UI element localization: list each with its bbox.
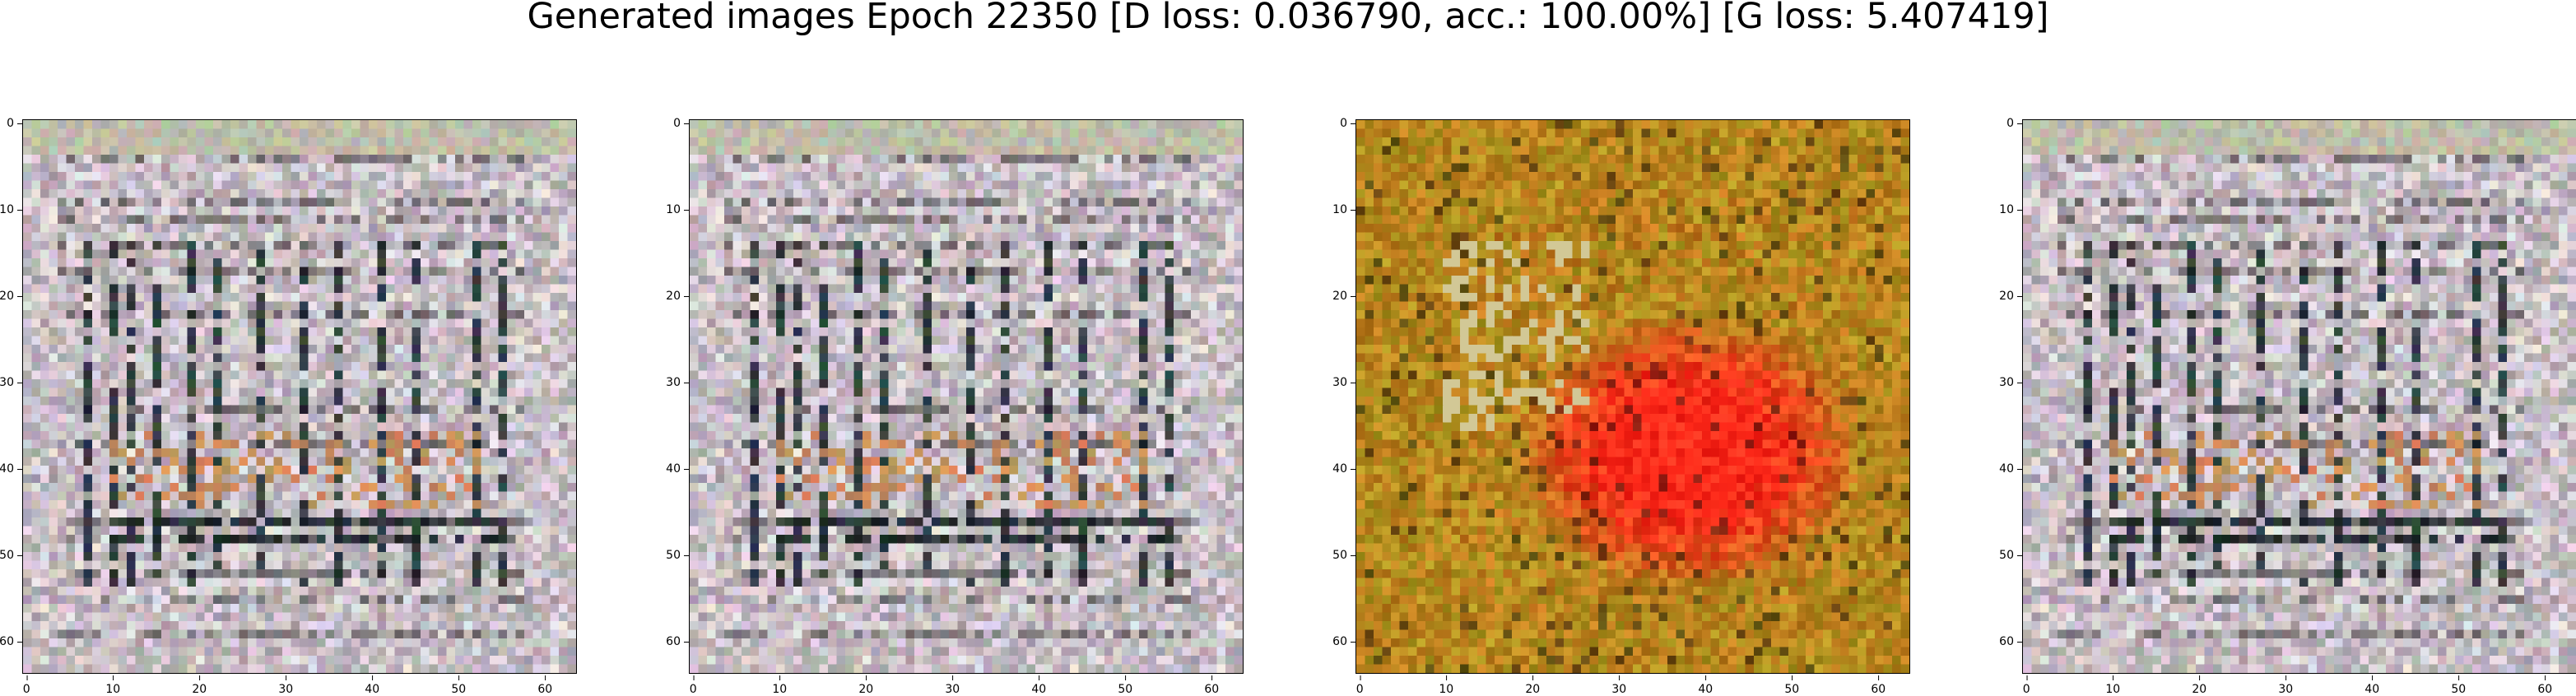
x-tick-label: 60 (1204, 675, 1220, 696)
x-tick-label: 40 (365, 675, 380, 696)
x-tick-label: 20 (1525, 675, 1541, 696)
generated-image-axes (689, 119, 1244, 674)
y-tick-label: 10 (1332, 203, 1355, 217)
y-tick-label: 20 (1999, 290, 2022, 304)
generated-image-axes (2022, 119, 2576, 674)
y-tick-label: 50 (0, 549, 22, 563)
y-tick-label: 40 (666, 462, 689, 476)
y-tick-label: 20 (666, 290, 689, 304)
y-tick-label: 40 (1332, 462, 1355, 476)
x-tick-label: 40 (1698, 675, 1713, 696)
x-tick-label: 10 (772, 675, 788, 696)
y-tick-label: 20 (0, 290, 22, 304)
x-tick-label: 30 (1611, 675, 1627, 696)
y-tick-label: 60 (1332, 635, 1355, 649)
x-tick-label: 20 (192, 675, 207, 696)
y-tick-label: 30 (1999, 376, 2022, 390)
x-tick-label: 10 (2105, 675, 2121, 696)
generated-image-axes (22, 119, 577, 674)
y-tick-label: 50 (1999, 549, 2022, 563)
y-tick-label: 10 (0, 203, 22, 217)
generated-image-panel: 0 10 20 30 40 50 60 0 10 20 30 40 50 60 (1332, 118, 1910, 695)
x-tick-label: 10 (105, 675, 121, 696)
y-tick-label: 50 (666, 549, 689, 563)
y-tick-label: 0 (7, 117, 22, 131)
y-tick-label: 30 (1332, 376, 1355, 390)
generated-image-axes (1355, 119, 1910, 674)
y-tick-label: 10 (666, 203, 689, 217)
y-tick-label: 30 (0, 376, 22, 390)
y-tick-label: 60 (666, 635, 689, 649)
y-tick-label: 0 (1340, 117, 1355, 131)
y-tick-label: 0 (673, 117, 689, 131)
x-tick-label: 20 (2192, 675, 2207, 696)
x-tick-label: 40 (2364, 675, 2380, 696)
generated-image (23, 120, 576, 673)
y-tick-label: 50 (1332, 549, 1355, 563)
x-tick-label: 30 (2278, 675, 2294, 696)
y-tick-label: 60 (1999, 635, 2022, 649)
generated-image-panel: 0 10 20 30 40 50 60 0 10 20 30 40 50 60 (1999, 118, 2576, 695)
generated-image (690, 120, 1243, 673)
x-tick-label: 10 (1439, 675, 1454, 696)
y-tick-label: 30 (666, 376, 689, 390)
generated-image-panel: 0 10 20 30 40 50 60 0 10 20 30 40 50 60 (0, 118, 577, 695)
x-tick-label: 40 (1031, 675, 1047, 696)
figure-title: Generated images Epoch 22350 [D loss: 0.… (527, 0, 2049, 37)
y-tick-label: 40 (0, 462, 22, 476)
y-tick-label: 0 (2006, 117, 2022, 131)
x-tick-label: 60 (537, 675, 553, 696)
x-tick-label: 30 (278, 675, 294, 696)
x-tick-label: 50 (1118, 675, 1133, 696)
x-tick-label: 50 (451, 675, 467, 696)
x-tick-label: 0 (22, 675, 30, 696)
generated-image (1356, 120, 1909, 673)
y-tick-label: 60 (0, 635, 22, 649)
x-tick-label: 30 (945, 675, 960, 696)
y-tick-label: 40 (1999, 462, 2022, 476)
x-tick-label: 60 (1871, 675, 1886, 696)
generated-image (2023, 120, 2576, 673)
y-tick-label: 20 (1332, 290, 1355, 304)
x-tick-label: 0 (2022, 675, 2030, 696)
x-tick-label: 50 (2451, 675, 2467, 696)
x-tick-label: 50 (1784, 675, 1800, 696)
x-tick-label: 20 (858, 675, 874, 696)
x-tick-label: 60 (2537, 675, 2553, 696)
generated-image-panel: 0 10 20 30 40 50 60 0 10 20 30 40 50 60 (666, 118, 1244, 695)
y-tick-label: 10 (1999, 203, 2022, 217)
x-tick-label: 0 (1355, 675, 1364, 696)
x-tick-label: 0 (689, 675, 697, 696)
